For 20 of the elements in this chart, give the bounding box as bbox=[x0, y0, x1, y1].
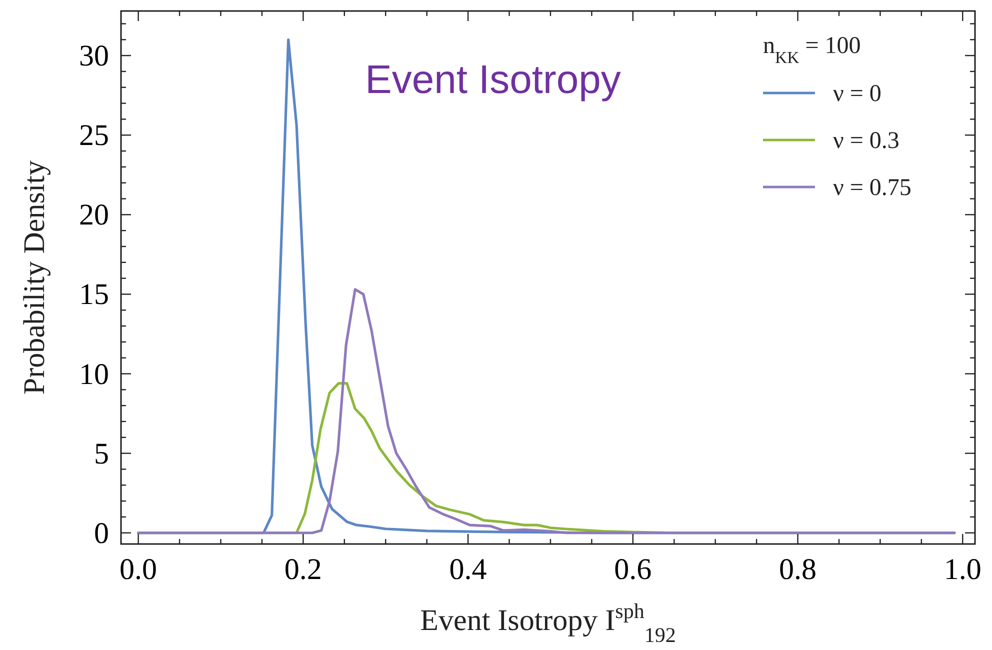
y-tick-label: 30 bbox=[79, 40, 109, 73]
x-tick-label: 1.0 bbox=[944, 553, 982, 586]
legend-label: ν = 0 bbox=[833, 81, 882, 107]
line-series bbox=[137, 288, 956, 534]
legend-label: ν = 0.75 bbox=[833, 175, 912, 201]
y-tick-label: 20 bbox=[79, 198, 109, 232]
y-axis-title: Probability Density bbox=[18, 160, 51, 395]
x-tick-label: 0.6 bbox=[614, 553, 652, 586]
x-tick-label: 0.4 bbox=[449, 553, 487, 586]
x-tick-label: 0.2 bbox=[284, 553, 322, 586]
y-tick-label: 15 bbox=[79, 278, 109, 312]
y-tick-label: 5 bbox=[94, 437, 109, 470]
x-tick-label: 0.8 bbox=[779, 553, 817, 586]
text: Event Isotropy bbox=[365, 58, 621, 102]
legend-title: n$_{KK}$ = 100 bbox=[763, 33, 861, 66]
y-tick-label: 0 bbox=[94, 516, 109, 550]
x-tick-label: 0.0 bbox=[120, 553, 158, 586]
y-tick-label: 10 bbox=[79, 358, 109, 391]
legend-label: ν = 0.3 bbox=[833, 128, 900, 154]
y-tick-label: 25 bbox=[79, 119, 109, 152]
